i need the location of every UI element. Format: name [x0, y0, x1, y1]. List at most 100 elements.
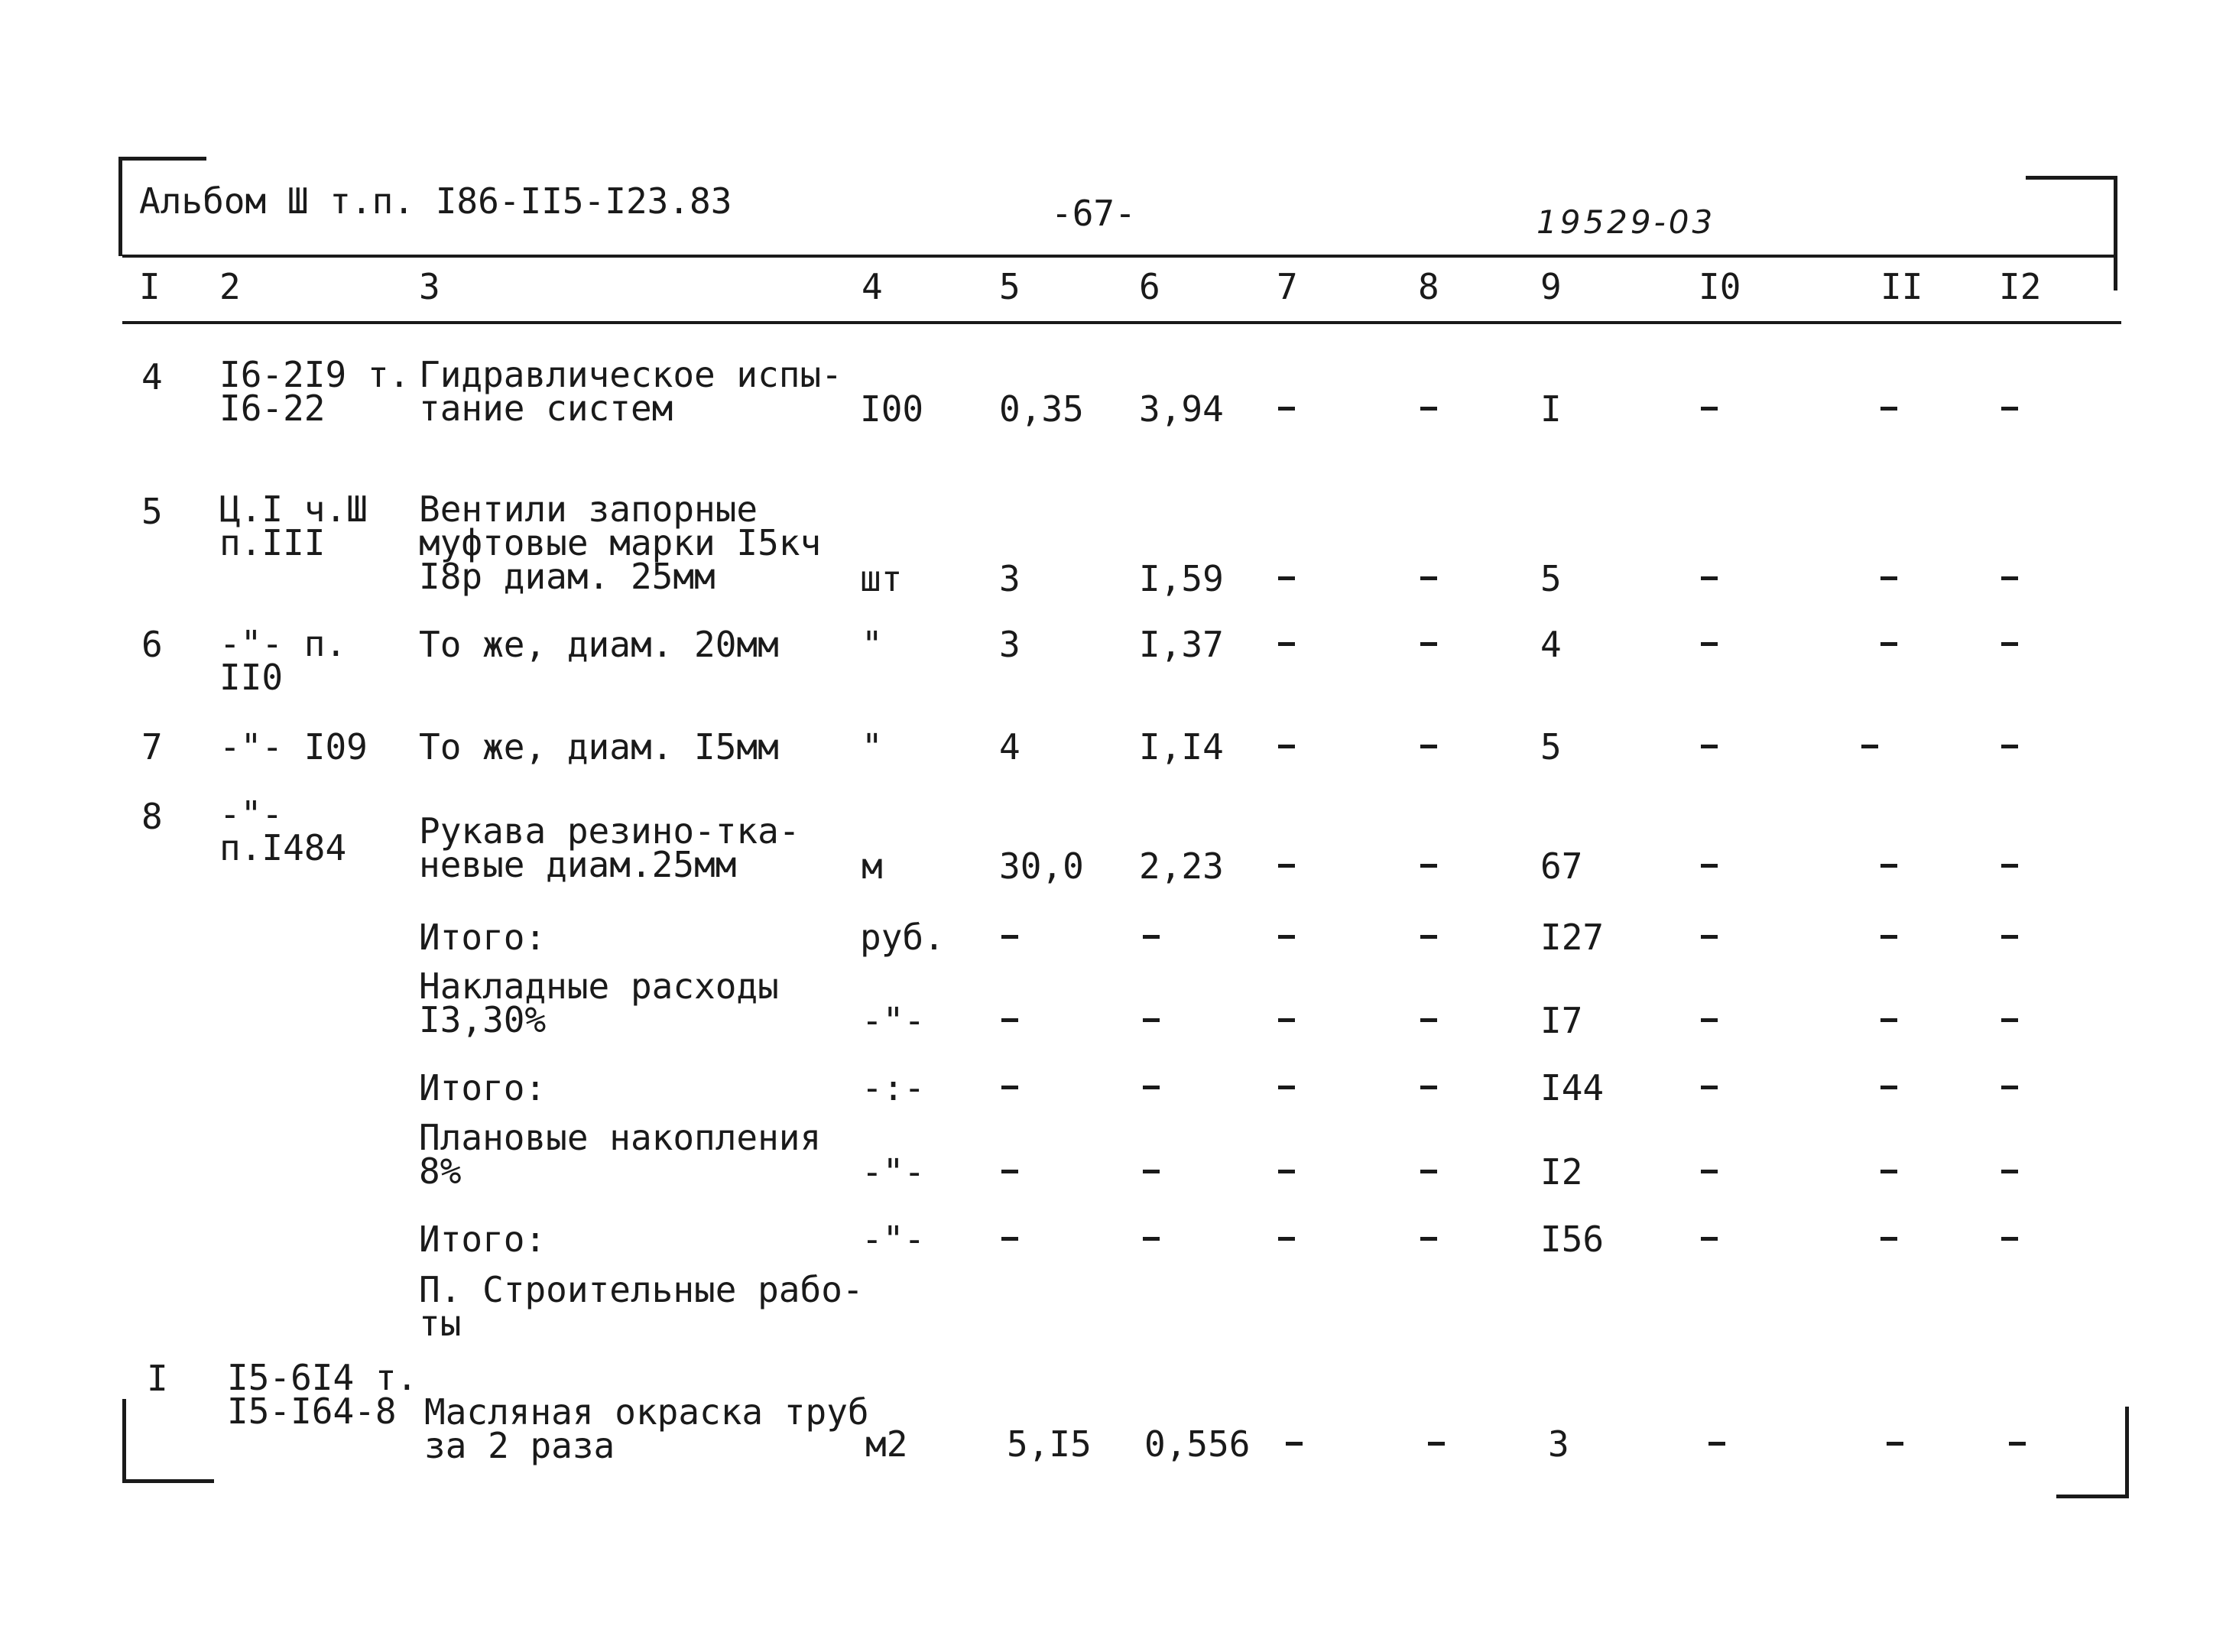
- dash-col6: [1143, 935, 1160, 939]
- row-quantity: 3: [999, 558, 1021, 599]
- dash-col8: [1420, 576, 1437, 580]
- dash-col8: [1420, 1018, 1437, 1022]
- row-reference: I5-6I4 т. I5-I64-8: [227, 1357, 418, 1432]
- dash-col7: [1278, 1086, 1295, 1089]
- row-reference: -"- п. II0: [219, 623, 347, 698]
- column-header-1: I: [139, 266, 161, 307]
- row-reference: I6-2I9 т. I6-22: [219, 354, 410, 429]
- frame-corner-top-right-horizontal: [2026, 176, 2117, 180]
- dash-col7: [1278, 1018, 1295, 1022]
- dash-col8: [1420, 407, 1437, 411]
- row-unit-price: 3,94: [1139, 388, 1224, 430]
- row-unit: -"-: [862, 1219, 926, 1260]
- album-title: Альбом Ш т.п. I86-II5-I23.83: [139, 180, 732, 222]
- dash-col11: [1880, 1170, 1897, 1173]
- column-header-7: 7: [1277, 266, 1298, 307]
- dash-col7: [1278, 935, 1295, 939]
- row-col9: I7: [1540, 1000, 1583, 1041]
- page-number: -67-: [1051, 193, 1136, 234]
- dash-col7: [1278, 576, 1295, 580]
- dash-col10: [1701, 745, 1718, 748]
- dash-col12: [2001, 864, 2018, 868]
- frame-corner-bottom-left-vertical: [122, 1399, 126, 1483]
- dash-col8: [1420, 1086, 1437, 1089]
- dash-col8: [1420, 642, 1437, 646]
- column-header-3: 3: [419, 266, 440, 307]
- row-description: То же, диам. I5мм: [419, 726, 779, 768]
- dash-col12: [2001, 1018, 2018, 1022]
- dash-col5: [1001, 1018, 1018, 1022]
- dash-col8: [1420, 864, 1437, 868]
- row-number: 8: [141, 796, 163, 837]
- dash-col5: [1001, 1237, 1018, 1241]
- row-reference: Ц.I ч.Ш п.III: [219, 488, 368, 563]
- dash-col12: [2001, 1086, 2018, 1089]
- dash-col10: [1701, 935, 1718, 939]
- row-quantity: 5,I5: [1007, 1423, 1092, 1465]
- row-unit: ": [862, 726, 883, 768]
- dash-col7: [1278, 1170, 1295, 1173]
- row-number: 6: [141, 624, 163, 665]
- document-number: 19529-03: [1536, 203, 1716, 241]
- dash-col11: [1880, 576, 1897, 580]
- row-description: Масляная окраска труб за 2 раза: [424, 1391, 869, 1466]
- row-description: То же, диам. 20мм: [419, 624, 779, 665]
- dash-col12: [2001, 1237, 2018, 1241]
- row-col9: I56: [1540, 1219, 1605, 1260]
- row-number: 5: [141, 491, 163, 532]
- frame-corner-bottom-left-horizontal: [122, 1479, 214, 1483]
- dash-col8: [1420, 745, 1437, 748]
- dash-col11: [1887, 1442, 1903, 1446]
- frame-corner-top-left-vertical: [118, 157, 122, 256]
- row-col9: 67: [1540, 845, 1583, 887]
- row-description: Итого:: [419, 1219, 547, 1260]
- column-header-4: 4: [862, 266, 883, 307]
- row-unit: ": [862, 624, 883, 665]
- dash-col10: [1708, 1442, 1725, 1446]
- dash-col11: [1880, 1086, 1897, 1089]
- dash-col7: [1278, 745, 1295, 748]
- dash-col12: [2001, 407, 2018, 411]
- row-col9: I44: [1540, 1067, 1605, 1108]
- row-description: Рукава резино-тка- невые диам.25мм: [419, 810, 800, 885]
- column-header-8: 8: [1418, 266, 1439, 307]
- dash-col7: [1278, 1237, 1295, 1241]
- row-quantity: 0,35: [999, 388, 1084, 430]
- dash-col11: [1861, 745, 1878, 748]
- dash-col12: [2001, 576, 2018, 580]
- dash-col7: [1278, 642, 1295, 646]
- dash-col11: [1880, 864, 1897, 868]
- row-quantity: 3: [999, 624, 1021, 665]
- row-unit: I00: [860, 388, 924, 430]
- section-heading: П. Строительные рабо- ты: [419, 1269, 864, 1344]
- row-unit: -"-: [862, 1151, 926, 1193]
- row-description: Гидравлическое испы- тание систем: [419, 354, 842, 429]
- row-unit: м2: [865, 1423, 908, 1465]
- dash-col7: [1286, 1442, 1303, 1446]
- column-header-12: I2: [1999, 266, 2042, 307]
- dash-col11: [1880, 935, 1897, 939]
- row-col9: 4: [1540, 624, 1562, 665]
- row-quantity: 4: [999, 726, 1021, 768]
- dash-col10: [1701, 576, 1718, 580]
- row-number: 7: [141, 726, 163, 768]
- dash-col12: [2001, 1170, 2018, 1173]
- frame-corner-bottom-right-vertical: [2125, 1407, 2129, 1498]
- row-description: Итого:: [419, 1067, 547, 1108]
- dash-col12: [2009, 1442, 2026, 1446]
- column-header-9: 9: [1540, 266, 1562, 307]
- dash-col12: [2001, 935, 2018, 939]
- dash-col10: [1701, 864, 1718, 868]
- dash-col6: [1143, 1086, 1160, 1089]
- row-col9: 5: [1540, 558, 1562, 599]
- column-header-6: 6: [1139, 266, 1160, 307]
- frame-corner-bottom-right-horizontal: [2056, 1495, 2129, 1498]
- column-header-11: II: [1880, 266, 1923, 307]
- column-header-2: 2: [219, 266, 241, 307]
- header-rule-bottom: [122, 321, 2121, 324]
- row-description: Плановые накопления 8%: [419, 1117, 822, 1192]
- dash-col6: [1143, 1170, 1160, 1173]
- dash-col6: [1143, 1237, 1160, 1241]
- dash-col11: [1880, 407, 1897, 411]
- header-rule-top: [122, 255, 2117, 258]
